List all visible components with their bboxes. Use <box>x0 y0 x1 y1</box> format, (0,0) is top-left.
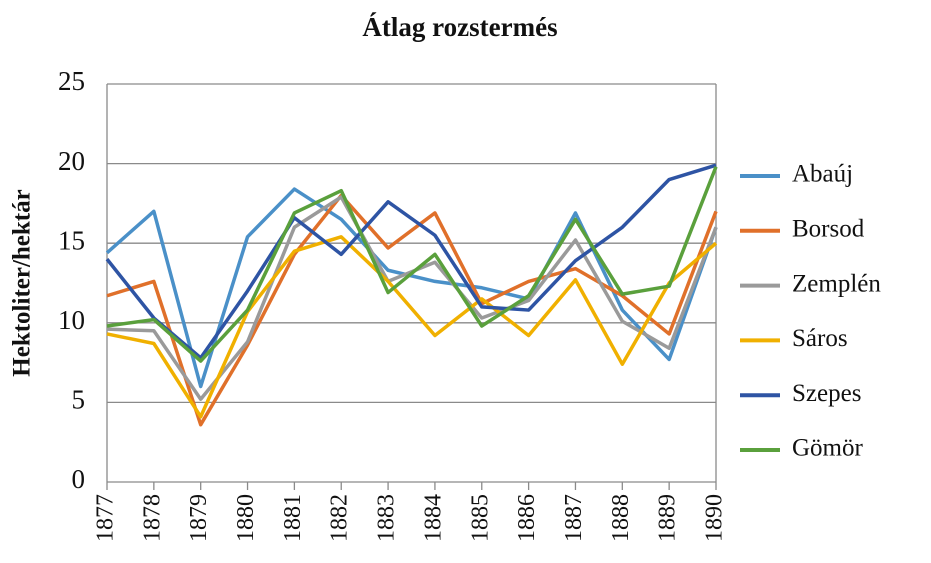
y-tick-label: 0 <box>72 464 86 494</box>
y-tick-label: 10 <box>58 305 85 335</box>
x-tick-label: 1884 <box>420 494 446 542</box>
legend-label: Borsod <box>792 216 865 243</box>
x-tick-label: 1877 <box>93 494 119 542</box>
x-tick-label: 1887 <box>561 494 587 542</box>
x-tick-label: 1880 <box>233 494 259 542</box>
y-axis-label: Hektoliter/hektár <box>9 189 36 376</box>
line-series <box>106 235 718 419</box>
line-series <box>105 163 717 360</box>
line-series <box>105 187 718 389</box>
y-tick-label: 20 <box>58 146 85 176</box>
x-tick-label: 1888 <box>608 494 634 542</box>
y-tick-label: 5 <box>72 385 86 415</box>
line-series <box>106 166 718 363</box>
x-tick-label: 1879 <box>186 494 212 542</box>
legend-label: Szepes <box>792 380 861 407</box>
legend-label: Sáros <box>792 325 848 352</box>
x-tick-label: 1881 <box>280 494 306 542</box>
x-tick-label: 1883 <box>374 494 400 542</box>
y-tick-label: 15 <box>58 225 85 255</box>
x-tick-label: 1882 <box>327 494 353 542</box>
line-series <box>106 193 718 427</box>
y-tick-label: 25 <box>58 66 85 96</box>
legend-label: Gömör <box>792 435 864 462</box>
chart-title: Átlag rozstermés <box>362 12 557 42</box>
x-tick-label: 1878 <box>139 494 165 542</box>
x-tick-label: 1886 <box>514 494 540 542</box>
legend-label: Abaúj <box>792 161 853 188</box>
legend-label: Zemplén <box>792 270 881 297</box>
x-tick-label: 1889 <box>655 494 681 542</box>
x-tick-label: 1890 <box>702 494 728 542</box>
x-tick-label: 1885 <box>467 494 493 542</box>
